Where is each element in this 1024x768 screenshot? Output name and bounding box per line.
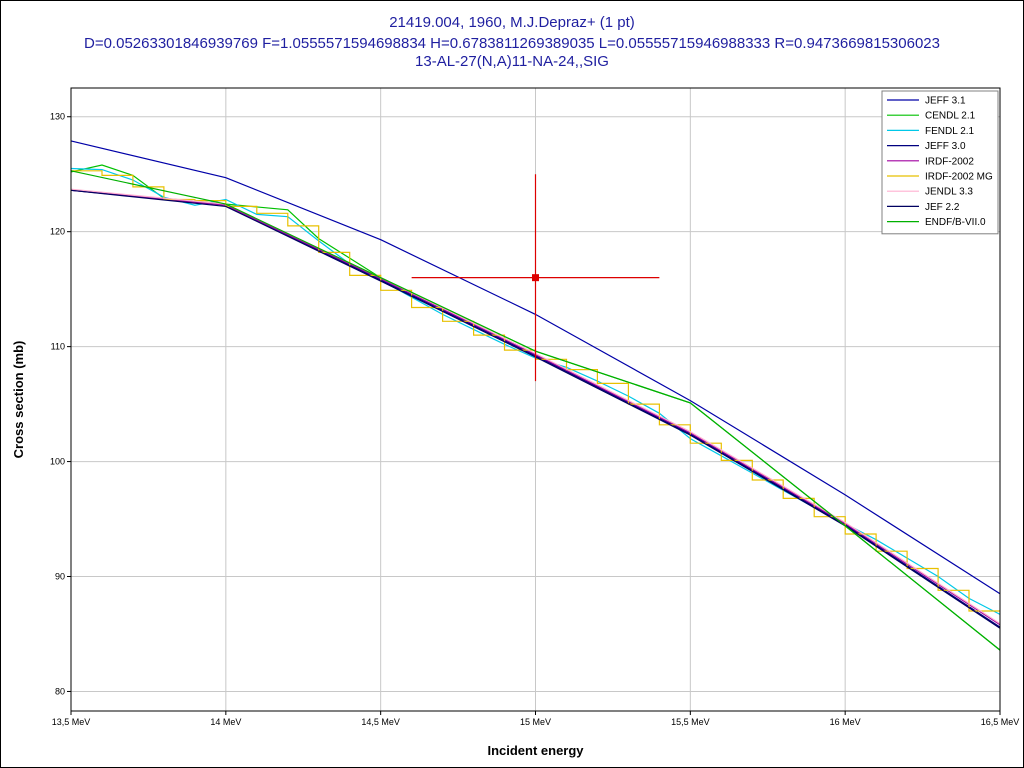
tick-labels: 13,5 MeV 14 MeV 14,5 MeV 15 MeV 15,5 MeV 16 M… [50,112,1019,727]
y-tick-label: 110 [51,342,65,352]
x-axis-label: Incident energy [487,743,584,758]
y-tick-label: 120 [50,227,65,237]
experimental-layer [411,174,660,382]
chart-reaction: 13-AL-27(N,A)11-NA-24,,SIG [415,53,609,70]
chart-parameters: D=0.05263301846939769 F=1.05555715946988… [84,35,940,52]
x-tick-label: 14 MeV [210,717,241,727]
legend-label: JEF 2.2 [925,202,960,213]
legend-label: IRDF-2002 [925,156,974,167]
legend-label: JEFF 3.1 [925,96,966,107]
x-tick-label: 16,5 MeV [981,717,1020,727]
legend-label: JEFF 3.0 [925,141,966,152]
legend-label: CENDL 2.1 [925,111,976,122]
y-axis-label: Cross section (mb) [11,341,26,459]
legend-label: ENDF/B-VII.0 [925,217,986,228]
y-tick-label: 90 [55,572,65,582]
data-point [532,274,539,282]
y-tick-label: 100 [50,457,65,467]
legend-label: FENDL 2.1 [925,126,975,137]
y-tick-label: 80 [55,686,65,696]
legend: JEFF 3.1 CENDL 2.1 FENDL 2.1 JEFF 3.0 IRDF-2… [881,90,999,235]
legend-label: JENDL 3.3 [925,187,973,198]
x-tick-label: 15 MeV [520,717,551,727]
legend-label: IRDF-2002 MG [925,172,993,183]
x-tick-label: 15,5 MeV [671,717,710,727]
x-tick-label: 16 MeV [830,717,861,727]
x-tick-label: 14,5 MeV [361,717,400,727]
chart-title: 21419.004, 1960, M.J.Depraz+ (1 pt) [389,14,635,31]
y-tick-label: 130 [50,112,65,122]
x-tick-label: 13,5 MeV [52,717,91,727]
